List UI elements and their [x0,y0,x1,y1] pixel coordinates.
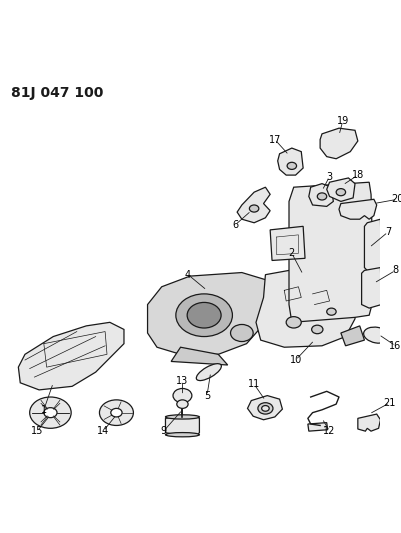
Polygon shape [147,272,269,356]
Ellipse shape [249,205,258,212]
Text: 15: 15 [31,426,43,436]
Ellipse shape [176,400,188,408]
Text: 20: 20 [390,195,401,204]
Text: 2: 2 [288,248,294,259]
Polygon shape [269,227,304,261]
Text: 17: 17 [268,134,280,144]
Text: 3: 3 [326,172,332,182]
Ellipse shape [172,389,191,403]
Polygon shape [308,184,332,206]
Text: 21: 21 [383,398,395,408]
Ellipse shape [111,408,122,417]
Text: 11: 11 [247,379,259,389]
Polygon shape [338,199,376,219]
Polygon shape [340,326,364,346]
Ellipse shape [286,163,296,169]
Polygon shape [171,347,227,365]
Ellipse shape [257,403,272,414]
Ellipse shape [363,327,389,343]
Polygon shape [357,414,379,431]
Text: 9: 9 [160,426,166,436]
Text: 13: 13 [176,376,188,386]
Ellipse shape [44,408,57,418]
Ellipse shape [311,325,322,334]
Polygon shape [307,423,327,431]
Ellipse shape [326,308,335,315]
Text: 7: 7 [384,227,390,237]
Ellipse shape [261,406,269,411]
Ellipse shape [286,317,300,328]
Polygon shape [202,280,229,301]
Polygon shape [247,395,282,420]
Ellipse shape [316,193,326,200]
Polygon shape [326,178,354,201]
Text: 12: 12 [322,426,335,436]
Text: 8: 8 [391,265,398,276]
Text: 5: 5 [203,391,210,401]
Ellipse shape [165,433,199,437]
Text: 19: 19 [336,116,348,126]
Polygon shape [319,128,357,159]
Text: 10: 10 [289,355,301,365]
Polygon shape [18,322,124,390]
Text: 14: 14 [97,426,109,436]
Polygon shape [277,148,302,175]
Ellipse shape [196,364,221,381]
Polygon shape [361,268,381,308]
Polygon shape [364,219,381,272]
Ellipse shape [30,397,71,429]
Ellipse shape [335,189,345,196]
Ellipse shape [187,302,221,328]
Ellipse shape [99,400,133,425]
Polygon shape [237,187,269,223]
Text: 16: 16 [389,341,401,351]
Polygon shape [165,417,199,435]
Text: 81J 047 100: 81J 047 100 [11,86,103,100]
Polygon shape [255,262,354,347]
Text: 18: 18 [351,170,363,180]
Ellipse shape [175,294,232,336]
Text: 1: 1 [41,405,47,415]
Ellipse shape [230,325,253,342]
Text: 6: 6 [232,220,238,230]
Text: 4: 4 [184,270,191,280]
Polygon shape [288,182,373,322]
Ellipse shape [179,416,185,418]
Ellipse shape [165,415,199,419]
